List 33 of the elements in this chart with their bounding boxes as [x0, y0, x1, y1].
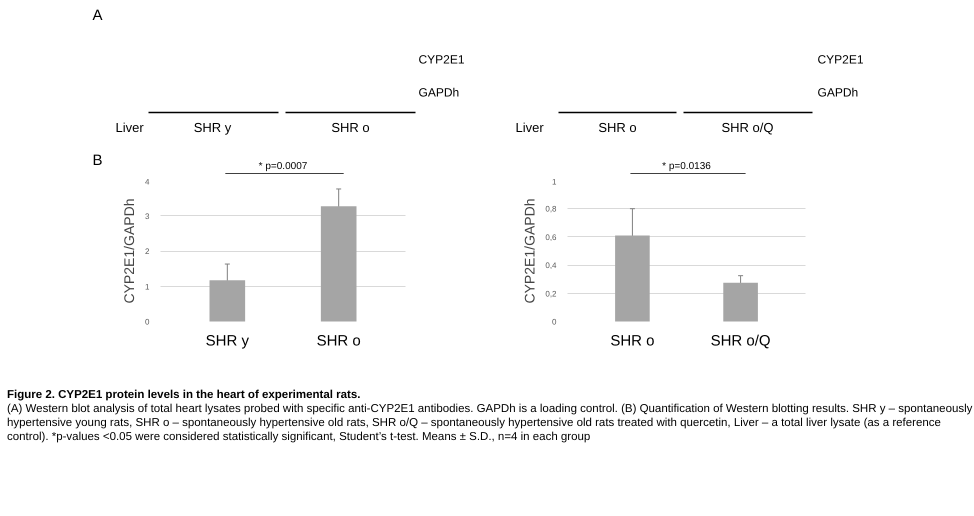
y-tick-label: 4: [145, 178, 150, 186]
text: Liver: [516, 120, 544, 135]
text: SHR o: [331, 120, 370, 135]
text: A: [92, 7, 103, 24]
text: SHR y: [194, 120, 232, 135]
y-tick-label: 0,8: [545, 204, 558, 214]
y-tick-label: 0,6: [545, 232, 558, 242]
text: GAPDh: [418, 86, 460, 100]
x-tick-label: SHR y: [206, 332, 250, 350]
text: Liver: [116, 120, 144, 135]
text: (A) Western blot analysis of total heart lysates probed with specific anti-CYP2E1 antibodies. GAPDh is a loading control. (B) Quantification of Western blotting results. SHR y – spontaneously hypertensive young rats, SHR o – spontaneously hypertensive old rats, SHR o/Q – spontaneously hypertensive old rats treated with quercetin, Liver – a total liver lysate (as a reference control). *p-values <0.05 were considered statistically significant, Student’s t-test. Means ± S.D., n=4 in each group: [7, 403, 972, 443]
x-tick-label: SHR o: [610, 332, 655, 350]
y-tick-label: 0,4: [545, 261, 558, 270]
y-axis-title: CYP2E1/GAPDh: [521, 198, 538, 304]
y-tick-label: 0: [552, 318, 558, 326]
caption: Figure 2. CYP2E1 protein levels in the heart of experimental rats.: [7, 389, 360, 401]
text: SHR o/Q: [721, 120, 774, 135]
y-tick-label: 3: [145, 212, 150, 221]
text: CYP2E1: [418, 52, 465, 66]
x-tick-label: SHR o: [316, 332, 361, 350]
text: B: [92, 152, 103, 169]
y-tick-label: 2: [145, 247, 150, 256]
text: * p=0.0007: [258, 161, 308, 172]
text: GAPDh: [818, 86, 858, 100]
x-tick-label: SHR o/Q: [710, 332, 771, 350]
text: CYP2E1: [818, 52, 864, 66]
y-tick-label: 0: [145, 318, 150, 326]
y-axis-title: CYP2E1/GAPDh: [121, 198, 138, 304]
y-tick-label: 1: [145, 282, 150, 292]
y-tick-label: 1: [552, 178, 558, 186]
text: * p=0.0136: [662, 161, 712, 172]
text: SHR o: [598, 120, 637, 135]
y-tick-label: 0,2: [545, 289, 558, 298]
